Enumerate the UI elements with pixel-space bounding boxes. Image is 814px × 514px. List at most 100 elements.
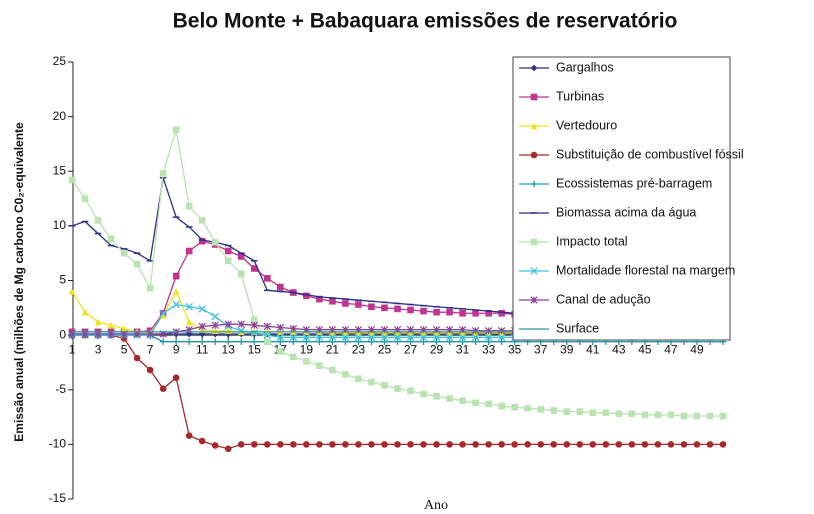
marker — [433, 338, 440, 345]
marker — [264, 275, 271, 282]
marker — [446, 338, 453, 345]
marker — [615, 410, 623, 418]
marker — [329, 441, 336, 448]
marker — [159, 309, 167, 318]
marker — [511, 403, 518, 411]
marker — [498, 338, 505, 345]
marker — [498, 441, 505, 448]
marker — [198, 237, 206, 245]
legend-box — [512, 56, 731, 341]
x-tick-label: 11 — [196, 342, 209, 356]
marker — [472, 338, 479, 345]
marker — [68, 288, 76, 295]
x-tick-label: 25 — [378, 342, 392, 356]
marker — [185, 338, 193, 345]
marker — [537, 441, 545, 448]
marker — [290, 338, 297, 345]
marker — [329, 338, 336, 345]
marker — [419, 333, 428, 342]
marker — [381, 441, 388, 448]
marker — [563, 408, 571, 415]
marker — [680, 441, 688, 448]
marker — [94, 217, 102, 224]
x-tick-label: 31 — [456, 342, 470, 356]
marker — [719, 412, 727, 420]
legend-label: Ecossistemas pré-barragem — [556, 176, 712, 190]
marker — [146, 284, 154, 292]
marker — [407, 441, 414, 448]
marker — [277, 283, 284, 291]
marker — [172, 288, 180, 295]
legend-label: Turbinas — [556, 89, 604, 103]
y-tick-label: 15 — [53, 163, 67, 177]
marker — [485, 338, 492, 345]
marker — [446, 308, 453, 316]
marker — [250, 265, 258, 272]
marker — [172, 300, 180, 309]
marker — [628, 441, 636, 448]
marker — [237, 320, 245, 328]
marker — [133, 354, 141, 362]
marker — [211, 238, 219, 246]
marker — [198, 437, 206, 445]
marker — [420, 307, 427, 315]
marker — [250, 441, 258, 448]
marker — [355, 375, 362, 383]
marker — [530, 93, 538, 101]
marker — [530, 296, 538, 304]
marker — [172, 126, 180, 134]
y-tick-label: -10 — [49, 437, 67, 451]
marker — [367, 333, 376, 342]
marker — [368, 303, 375, 311]
marker — [329, 366, 336, 374]
marker — [693, 412, 701, 420]
marker — [394, 338, 401, 345]
marker — [680, 412, 688, 420]
marker — [471, 333, 480, 342]
marker — [354, 333, 363, 342]
y-axis-label: Emissão anual (milhões de Mg carbono C0₂… — [12, 122, 26, 442]
marker — [68, 176, 76, 184]
marker — [290, 441, 297, 448]
marker — [498, 309, 505, 317]
marker — [264, 441, 271, 448]
marker — [368, 441, 375, 448]
marker — [472, 309, 479, 317]
marker — [198, 217, 206, 224]
marker — [394, 385, 401, 392]
marker — [120, 325, 128, 332]
marker — [406, 333, 415, 342]
marker — [530, 238, 538, 246]
legend-label: Mortalidade florestal na margem — [556, 263, 735, 277]
marker — [224, 445, 232, 453]
marker — [420, 441, 427, 448]
marker — [250, 321, 259, 330]
marker — [342, 300, 349, 307]
marker — [159, 338, 167, 345]
x-tick-label: 5 — [121, 342, 128, 356]
legend-label: Substituição de combustível fóssil — [556, 147, 744, 161]
marker — [459, 309, 466, 317]
marker — [329, 297, 336, 305]
marker — [263, 322, 272, 331]
legend-label: Gargalhos — [556, 60, 614, 74]
marker — [420, 390, 427, 398]
x-tick-label: 13 — [222, 342, 236, 356]
marker — [667, 411, 675, 419]
marker — [237, 338, 245, 345]
x-tick-label: 37 — [534, 342, 548, 356]
y-tick-label: 10 — [53, 218, 67, 232]
marker — [342, 371, 349, 378]
marker — [120, 249, 128, 257]
x-tick-label: 1 — [69, 342, 76, 356]
marker — [484, 327, 493, 335]
x-tick-label: 23 — [352, 342, 366, 356]
x-tick-label: 33 — [482, 342, 496, 356]
marker — [198, 322, 206, 331]
marker — [133, 260, 141, 268]
marker — [576, 441, 584, 448]
marker — [706, 441, 714, 448]
marker — [250, 316, 258, 324]
marker — [589, 409, 597, 416]
marker — [159, 170, 167, 177]
